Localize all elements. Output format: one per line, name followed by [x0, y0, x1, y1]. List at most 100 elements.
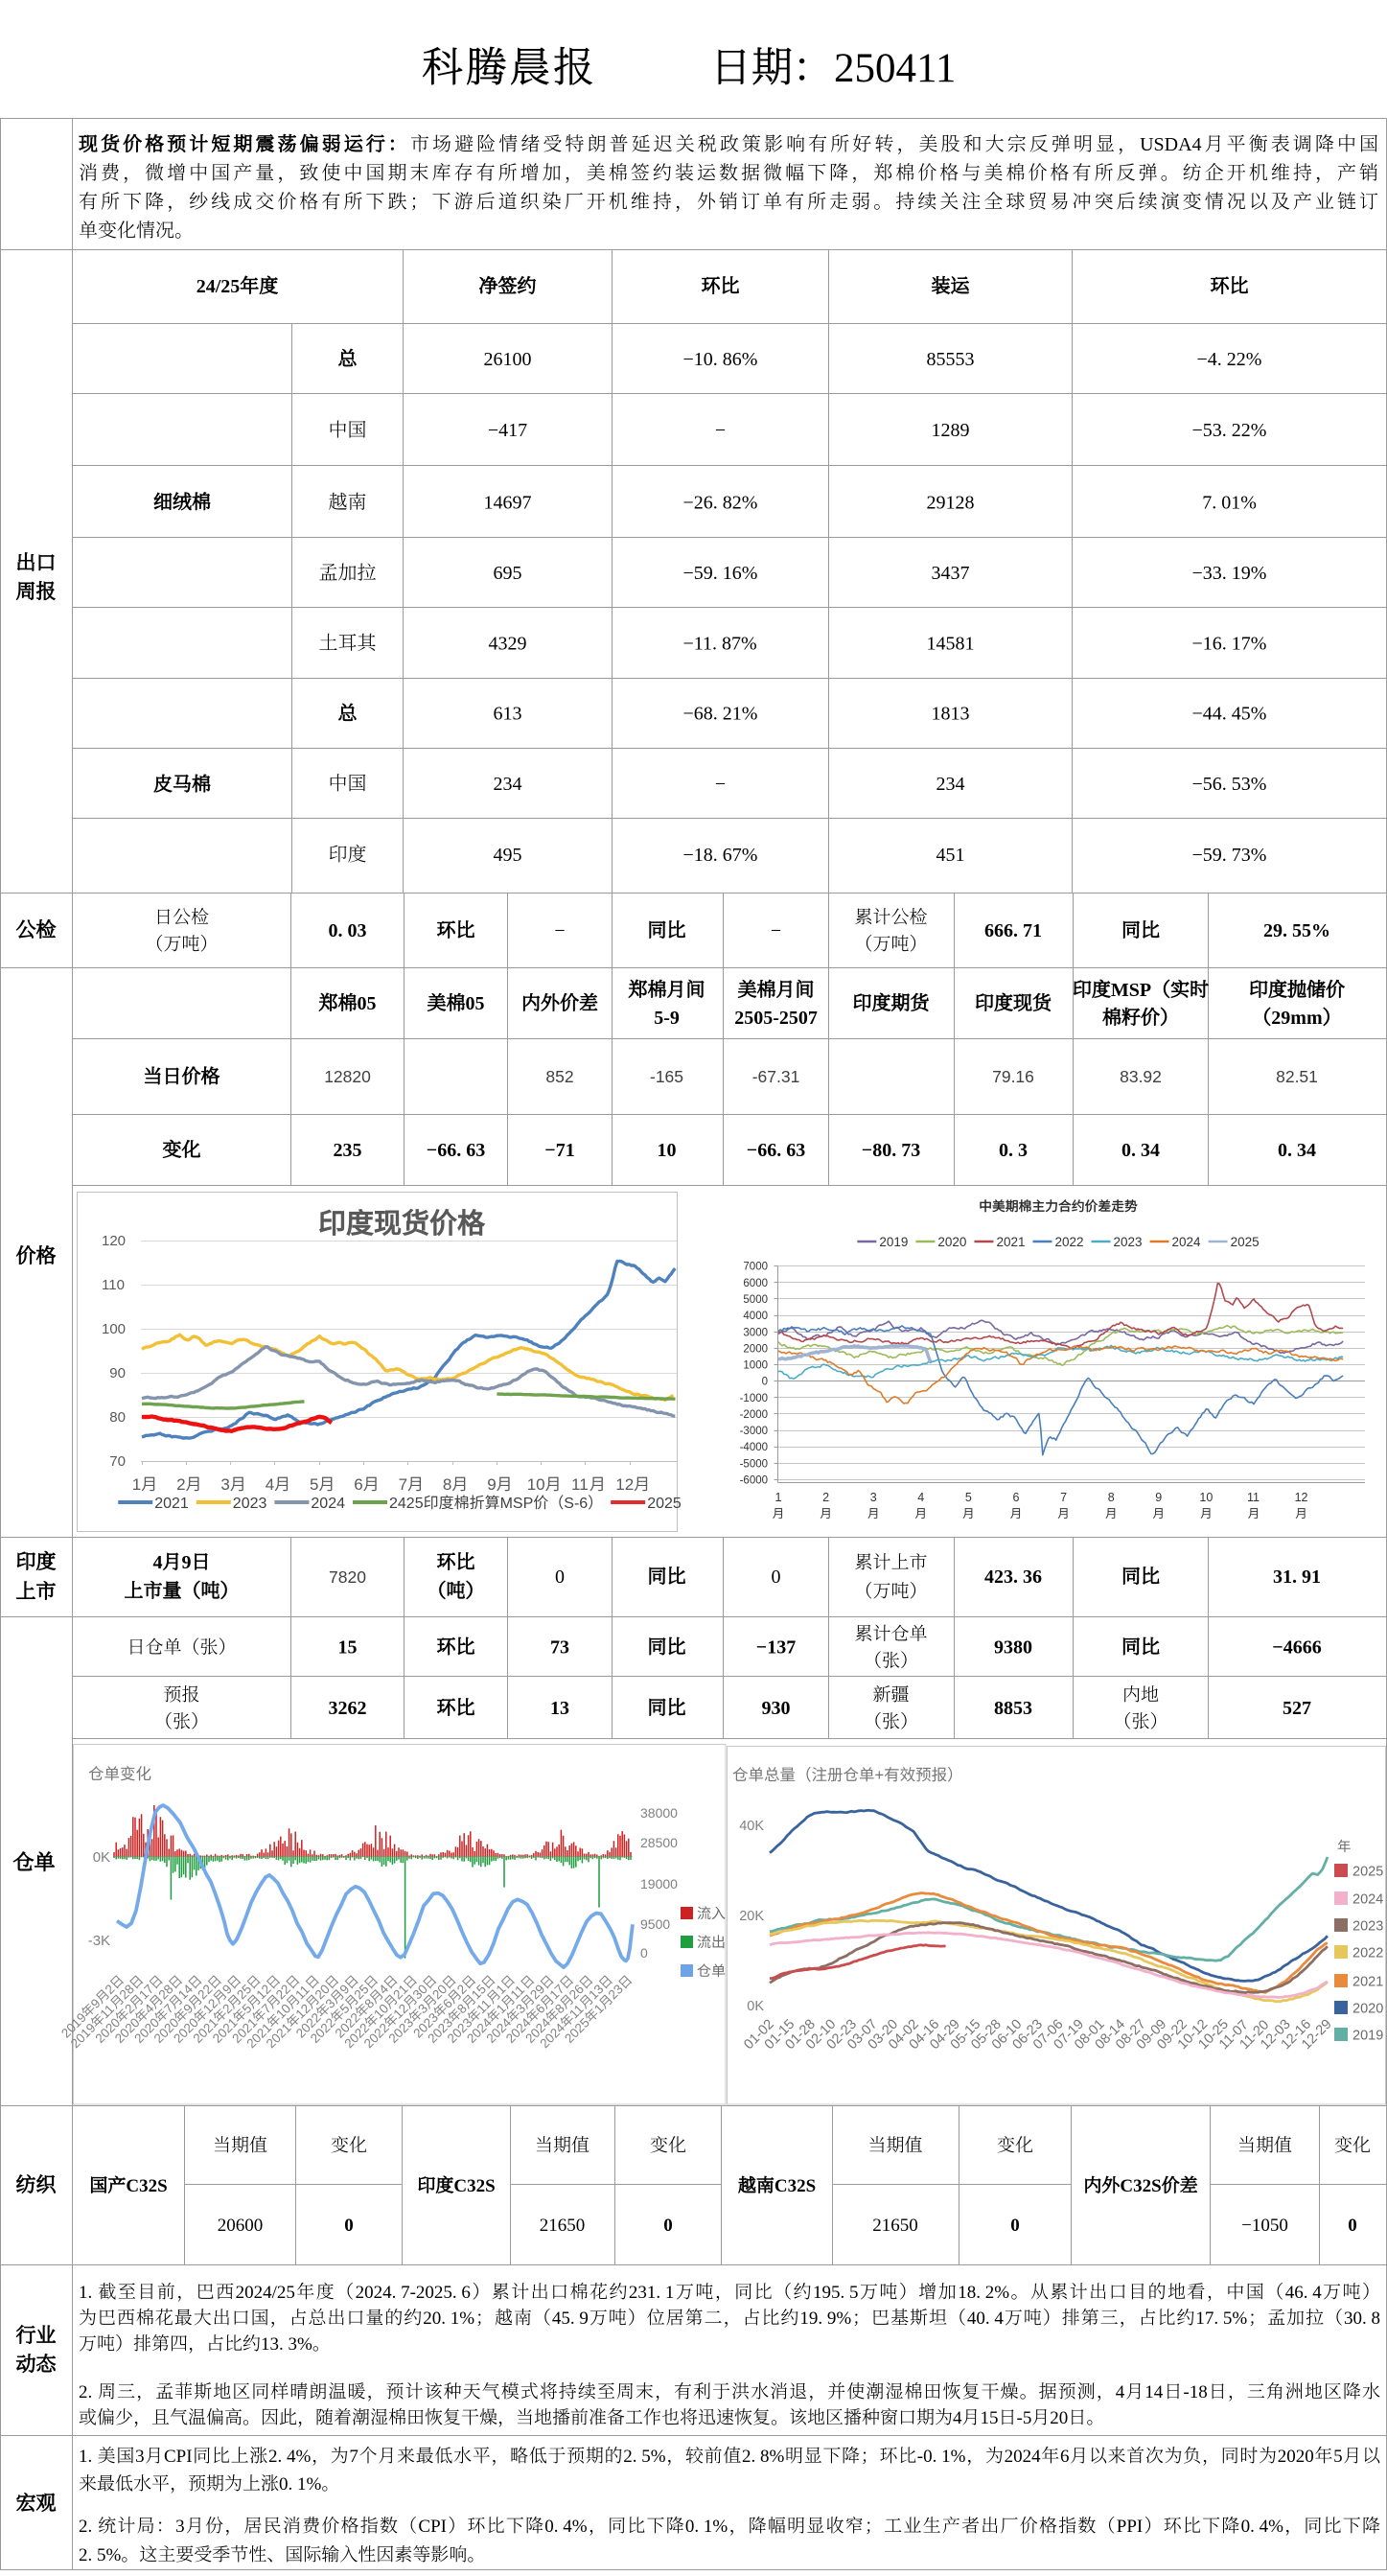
- svg-text:0. 34: 0. 34: [1121, 1140, 1160, 1161]
- svg-text:MSP: MSP: [500, 1496, 534, 1512]
- svg-text:10: 10: [658, 1140, 677, 1161]
- svg-text:−: −: [715, 420, 726, 441]
- svg-text:2. 8%: 2. 8%: [742, 2447, 785, 2467]
- svg-text:6: 6: [1013, 1491, 1020, 1504]
- svg-text:28500: 28500: [640, 1835, 678, 1850]
- svg-text:−71: −71: [544, 1140, 574, 1161]
- svg-text:90: 90: [109, 1365, 126, 1381]
- svg-text:0: 0: [1348, 2216, 1357, 2236]
- svg-text:0. 1%: 0. 1%: [685, 2517, 728, 2537]
- svg-text:−26. 82%: −26. 82%: [683, 492, 758, 513]
- svg-text:3000: 3000: [743, 1327, 768, 1338]
- svg-text:C32S: C32S: [774, 2176, 816, 2196]
- svg-text:2025: 2025: [647, 1496, 682, 1512]
- svg-text:2024: 2024: [1172, 1235, 1202, 1249]
- svg-text:−: −: [771, 920, 781, 941]
- svg-text:83.92: 83.92: [1120, 1067, 1162, 1086]
- svg-text:231. 1: 231. 1: [629, 2283, 675, 2303]
- svg-text:−: −: [715, 774, 726, 795]
- svg-text:6: 6: [1060, 2447, 1070, 2467]
- svg-text:2000: 2000: [743, 1343, 768, 1355]
- svg-text:2: 2: [822, 1491, 829, 1504]
- svg-text:7: 7: [399, 1475, 407, 1494]
- svg-text:0: 0: [555, 1566, 565, 1588]
- svg-text:5: 5: [310, 1475, 318, 1494]
- svg-text:82.51: 82.51: [1276, 1067, 1318, 1086]
- svg-text:−33. 19%: −33. 19%: [1192, 563, 1267, 584]
- svg-text:2020: 2020: [937, 1235, 966, 1249]
- svg-text:29128: 29128: [927, 492, 975, 513]
- svg-text:120: 120: [102, 1233, 126, 1249]
- svg-text:26100: 26100: [484, 349, 532, 370]
- svg-text:235: 235: [334, 1140, 362, 1161]
- svg-text:−: −: [554, 920, 565, 941]
- svg-text:+: +: [875, 1767, 885, 1784]
- svg-text:6: 6: [354, 1475, 362, 1494]
- svg-text:3: 3: [220, 1475, 229, 1494]
- svg-text:−18. 67%: −18. 67%: [683, 845, 758, 866]
- svg-text:4: 4: [266, 1475, 274, 1494]
- svg-text:2505-2507: 2505-2507: [734, 1008, 818, 1029]
- svg-text:0. 4%: 0. 4%: [544, 2517, 588, 2537]
- svg-text:−4. 22%: −4. 22%: [1197, 349, 1262, 370]
- svg-text:4: 4: [153, 1552, 163, 1573]
- svg-text:12: 12: [615, 1475, 634, 1494]
- svg-text:852: 852: [545, 1067, 573, 1086]
- svg-text:85553: 85553: [927, 349, 975, 370]
- svg-text:30. 8: 30. 8: [1344, 2309, 1380, 2329]
- svg-text:695: 695: [494, 563, 522, 584]
- svg-text:−66. 63: −66. 63: [747, 1140, 805, 1161]
- svg-text:-67.31: -67.31: [752, 1067, 800, 1086]
- svg-text:17. 5%: 17. 5%: [1195, 2309, 1247, 2329]
- svg-text:0: 0: [762, 1377, 768, 1388]
- svg-text:2024/25: 2024/25: [236, 2283, 295, 2303]
- svg-text:70: 70: [109, 1453, 126, 1470]
- svg-text:613: 613: [494, 704, 522, 725]
- svg-text:20K: 20K: [739, 1909, 764, 1924]
- svg-text:0K: 0K: [747, 1999, 764, 2014]
- svg-text:−16. 17%: −16. 17%: [1192, 633, 1267, 654]
- svg-text:29mm: 29mm: [1271, 1008, 1323, 1029]
- svg-text:-18: -18: [1183, 2382, 1207, 2402]
- svg-text:9: 9: [182, 1552, 192, 1573]
- svg-text:234: 234: [936, 774, 965, 795]
- svg-text:−80. 73: −80. 73: [862, 1140, 920, 1161]
- svg-text:18. 2%: 18. 2%: [958, 2283, 1009, 2303]
- svg-text:2021: 2021: [997, 1235, 1026, 1249]
- svg-text:20. 1%: 20. 1%: [423, 2309, 474, 2329]
- svg-text:C32S: C32S: [1120, 2176, 1161, 2196]
- svg-text:−66. 63: −66. 63: [427, 1140, 485, 1161]
- svg-text:29. 55%: 29. 55%: [1263, 920, 1330, 941]
- svg-text:21650: 21650: [540, 2216, 586, 2236]
- svg-text:14581: 14581: [927, 633, 975, 654]
- svg-text:-2000: -2000: [740, 1409, 768, 1421]
- svg-text:05: 05: [358, 993, 377, 1014]
- svg-text:2025: 2025: [1231, 1235, 1260, 1249]
- svg-text:100: 100: [102, 1321, 126, 1337]
- svg-text:-0. 1%: -0. 1%: [917, 2447, 966, 2467]
- svg-text:110: 110: [102, 1277, 125, 1293]
- svg-text:-165: -165: [650, 1067, 683, 1086]
- svg-text:15: 15: [981, 2408, 999, 2428]
- svg-text:4329: 4329: [489, 633, 527, 654]
- svg-text:40. 4: 40. 4: [967, 2309, 1005, 2329]
- svg-text:0. 3: 0. 3: [999, 1140, 1028, 1161]
- svg-text:CPI: CPI: [164, 2447, 193, 2467]
- svg-text:6000: 6000: [743, 1278, 768, 1289]
- svg-text:2.: 2.: [79, 2517, 92, 2537]
- svg-text:527: 527: [1283, 1698, 1311, 1719]
- svg-text:10: 10: [527, 1475, 545, 1494]
- svg-text:-5: -5: [1017, 2408, 1032, 2428]
- svg-text:S-6: S-6: [564, 1496, 588, 1512]
- svg-text:20600: 20600: [218, 2216, 263, 2236]
- svg-text:PPI: PPI: [1117, 2517, 1143, 2537]
- svg-text:USDA4: USDA4: [1140, 134, 1201, 155]
- svg-text:1289: 1289: [932, 420, 970, 441]
- svg-text:14697: 14697: [484, 492, 532, 513]
- svg-text:−1050: −1050: [1241, 2216, 1288, 2236]
- svg-text:195. 5: 195. 5: [813, 2283, 859, 2303]
- svg-text:1.: 1.: [79, 2447, 92, 2467]
- svg-text:19. 9%: 19. 9%: [799, 2309, 851, 2329]
- svg-text:2021: 2021: [1352, 1975, 1383, 1990]
- svg-text:46. 4: 46. 4: [1285, 2283, 1323, 2303]
